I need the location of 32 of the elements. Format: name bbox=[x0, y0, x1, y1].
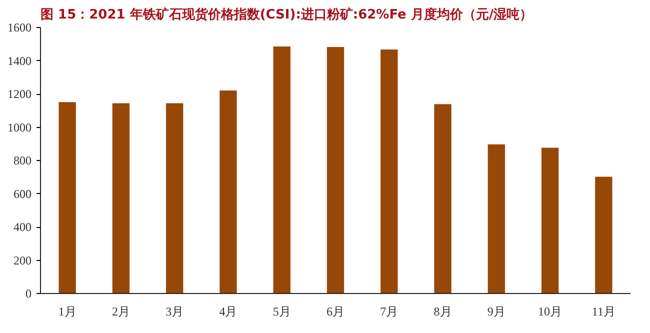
bar bbox=[380, 49, 398, 294]
x-tick-label: 4月 bbox=[219, 304, 238, 318]
y-tick-label: 1600 bbox=[8, 20, 32, 34]
bar bbox=[112, 103, 130, 294]
x-tick-label: 8月 bbox=[434, 304, 452, 318]
chart-title: 图 15：2021 年铁矿石现货价格指数(CSI):进口粉矿:62%Fe 月度均价（元/湿吨） bbox=[40, 6, 533, 22]
y-tick-label: 1200 bbox=[8, 87, 32, 101]
y-tick-label: 200 bbox=[14, 253, 32, 268]
y-tick-label: 400 bbox=[14, 220, 32, 234]
x-tick-label: 11月 bbox=[592, 304, 616, 318]
x-tick-label: 7月 bbox=[380, 304, 398, 318]
y-tick-label: 1000 bbox=[8, 120, 32, 134]
x-tick-label: 6月 bbox=[326, 304, 344, 318]
bar bbox=[326, 46, 344, 294]
y-tick-label: 800 bbox=[14, 154, 32, 168]
x-tick-label: 9月 bbox=[487, 304, 506, 318]
x-tick-label: 3月 bbox=[166, 304, 184, 318]
x-tick-label: 5月 bbox=[272, 304, 291, 318]
bar bbox=[273, 46, 290, 294]
bar bbox=[166, 103, 184, 294]
y-tick-label: 1400 bbox=[8, 54, 32, 68]
bar bbox=[488, 144, 505, 294]
x-tick-label: 2月 bbox=[112, 304, 130, 318]
bar bbox=[220, 90, 237, 294]
bar bbox=[595, 176, 612, 294]
bar bbox=[58, 102, 76, 294]
bar bbox=[434, 104, 452, 294]
bar bbox=[541, 148, 559, 294]
y-tick-label: 600 bbox=[14, 186, 32, 201]
x-tick-label: 10月 bbox=[538, 304, 562, 318]
y-tick-label: 0 bbox=[26, 286, 32, 300]
x-tick-label: 1月 bbox=[58, 304, 76, 318]
